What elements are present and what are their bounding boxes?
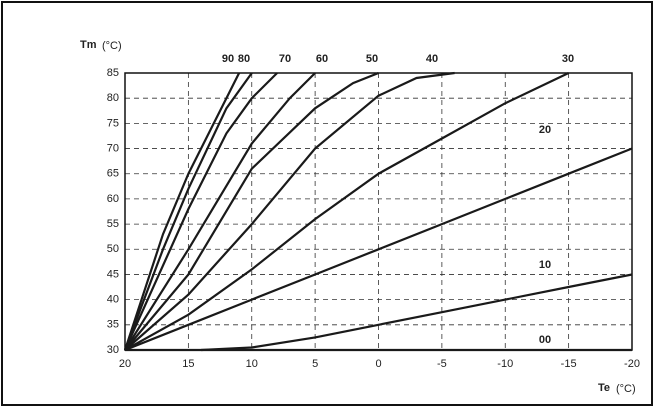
heating-curve xyxy=(201,273,633,352)
curve-label: 30 xyxy=(562,53,574,65)
heating-curve xyxy=(123,72,241,351)
curve-label: 20 xyxy=(539,124,551,136)
curve-label: 00 xyxy=(539,334,551,346)
y-tick-label: 85 xyxy=(107,67,119,79)
y-tick-label: 35 xyxy=(107,319,119,331)
heating-curve xyxy=(123,72,278,351)
curve-label: 60 xyxy=(316,53,328,65)
y-tick-label: 65 xyxy=(107,168,119,180)
y-axis-unit: (°C) xyxy=(102,40,122,52)
y-tick-label: 55 xyxy=(107,218,119,230)
heating-curve xyxy=(123,72,253,351)
x-tick-label: 5 xyxy=(312,358,318,370)
curve-label: 80 xyxy=(238,53,250,65)
x-tick-label: 10 xyxy=(246,358,258,370)
curve-label: 70 xyxy=(279,53,291,65)
y-tick-label: 45 xyxy=(107,268,119,280)
y-tick-label: 80 xyxy=(107,92,119,104)
x-tick-label: -5 xyxy=(437,358,447,370)
y-tick-label: 40 xyxy=(107,294,119,306)
y-tick-label: 75 xyxy=(107,117,119,129)
x-tick-label: 15 xyxy=(182,358,194,370)
curve-label: 90 xyxy=(222,53,234,65)
x-tick-label: 20 xyxy=(119,358,131,370)
y-tick-label: 30 xyxy=(107,344,119,356)
heating-curve xyxy=(124,147,633,352)
heating-curve xyxy=(124,72,316,351)
y-tick-label: 60 xyxy=(107,193,119,205)
x-tick-label: 0 xyxy=(375,358,381,370)
x-tick-label: -15 xyxy=(561,358,577,370)
y-tick-label: 50 xyxy=(107,243,119,255)
x-tick-label: -10 xyxy=(497,358,513,370)
x-axis-unit: (°C) xyxy=(616,383,636,395)
heating-curve xyxy=(124,71,379,351)
x-tick-label: -20 xyxy=(624,358,640,370)
heating-curve xyxy=(124,72,570,351)
curve-label: 50 xyxy=(366,53,378,65)
y-axis-label: Tm xyxy=(80,39,97,51)
curve-label: 10 xyxy=(539,259,551,271)
x-axis-label: Te xyxy=(598,382,610,394)
heating-curve xyxy=(124,71,455,351)
curve-label: 40 xyxy=(426,53,438,65)
y-tick-label: 70 xyxy=(107,142,119,154)
